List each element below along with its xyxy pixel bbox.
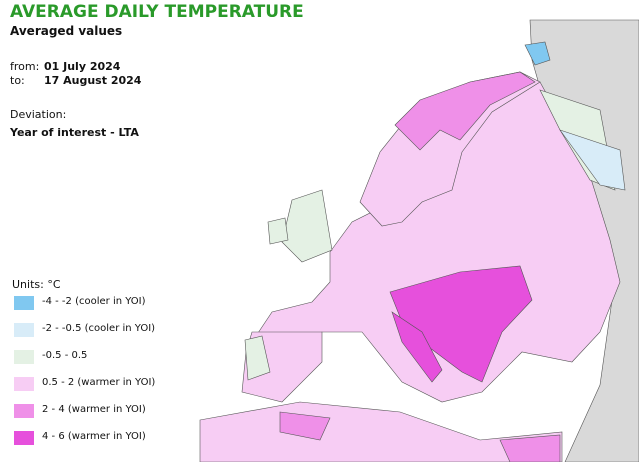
to-label: to:	[10, 74, 25, 87]
legend: Units: °C -4 - -2 (cooler in YOI) -2 - -0…	[0, 272, 170, 462]
region	[267, 217, 289, 245]
region	[524, 41, 551, 66]
legend-swatch	[14, 323, 34, 337]
region	[559, 129, 626, 191]
legend-swatch	[14, 431, 34, 445]
from-date: 01 July 2024	[44, 60, 121, 73]
legend-swatch	[14, 404, 34, 418]
legend-label: -2 - -0.5 (cooler in YOI)	[42, 323, 156, 334]
region	[279, 411, 331, 441]
to-date: 17 August 2024	[44, 74, 142, 87]
deviation-label: Deviation:	[10, 108, 67, 121]
title: AVERAGE DAILY TEMPERATURE	[10, 2, 304, 22]
legend-swatch	[14, 350, 34, 364]
legend-label: -0.5 - 0.5	[42, 350, 88, 361]
region	[394, 71, 536, 151]
legend-label: 2 - 4 (warmer in YOI)	[42, 404, 146, 415]
subtitle: Averaged values	[10, 24, 123, 38]
legend-swatch	[14, 296, 34, 310]
region	[244, 335, 271, 381]
legend-label: 0.5 - 2 (warmer in YOI)	[42, 377, 156, 388]
legend-swatch	[14, 377, 34, 391]
from-label: from:	[10, 60, 40, 73]
legend-label: -4 - -2 (cooler in YOI)	[42, 296, 146, 307]
legend-label: 4 - 6 (warmer in YOI)	[42, 431, 146, 442]
region	[391, 311, 443, 383]
region	[499, 434, 561, 462]
region	[281, 189, 333, 263]
deviation-value: Year of interest - LTA	[10, 126, 139, 139]
legend-title: Units: °C	[12, 278, 61, 291]
